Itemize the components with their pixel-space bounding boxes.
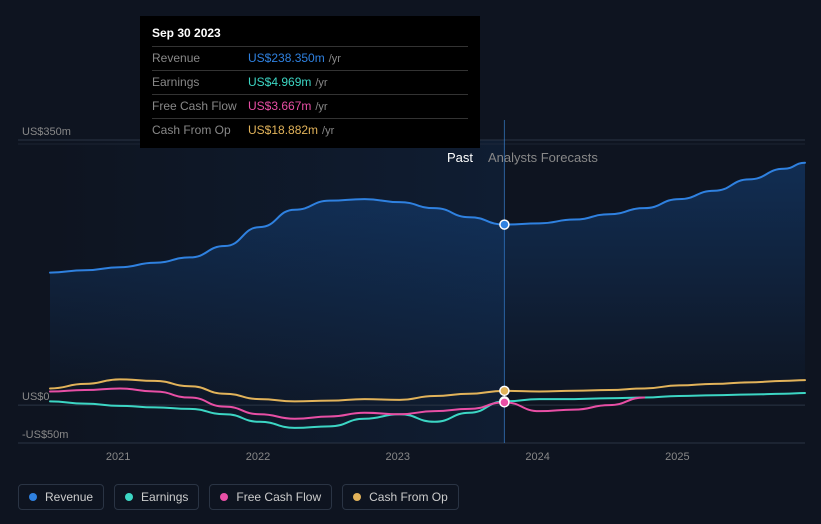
legend-item-label: Cash From Op <box>369 490 448 504</box>
x-axis-label: 2023 <box>386 451 410 463</box>
tooltip-row: RevenueUS$238.350m/yr <box>152 46 468 68</box>
tooltip-row: Free Cash FlowUS$3.667m/yr <box>152 94 468 116</box>
tooltip-row: EarningsUS$4.969m/yr <box>152 70 468 92</box>
legend-item-label: Revenue <box>45 490 93 504</box>
y-axis-label: US$350m <box>22 126 71 138</box>
tooltip-row-unit: /yr <box>329 50 341 68</box>
tooltip-row-label: Revenue <box>152 49 248 67</box>
legend-item-revenue[interactable]: Revenue <box>18 484 104 510</box>
tooltip-row-label: Earnings <box>152 73 248 91</box>
y-axis-label: US$0 <box>22 391 50 403</box>
legend-dot-icon <box>353 493 361 501</box>
past-period-label: Past <box>447 150 473 165</box>
tooltip-row-unit: /yr <box>315 74 327 92</box>
x-axis-label: 2024 <box>525 451 549 463</box>
tooltip-row-label: Cash From Op <box>152 121 248 139</box>
legend-dot-icon <box>220 493 228 501</box>
x-axis-label: 2025 <box>665 451 689 463</box>
x-axis-label: 2022 <box>246 451 270 463</box>
tooltip-row-value: US$238.350m <box>248 49 325 67</box>
tooltip-row-value: US$4.969m <box>248 73 311 91</box>
financials-chart: Past Analysts Forecasts Sep 30 2023 Reve… <box>0 0 821 524</box>
tooltip-row: Cash From OpUS$18.882m/yr <box>152 118 468 140</box>
legend-item-cfo[interactable]: Cash From Op <box>342 484 459 510</box>
tooltip-row-value: US$3.667m <box>248 97 311 115</box>
tooltip-row-value: US$18.882m <box>248 121 318 139</box>
legend-item-label: Free Cash Flow <box>236 490 321 504</box>
legend-item-earnings[interactable]: Earnings <box>114 484 199 510</box>
chart-legend: Revenue Earnings Free Cash Flow Cash From O… <box>18 484 459 510</box>
legend-item-fcf[interactable]: Free Cash Flow <box>209 484 332 510</box>
chart-tooltip: Sep 30 2023 RevenueUS$238.350m/yrEarning… <box>140 16 480 148</box>
tooltip-date: Sep 30 2023 <box>152 24 468 42</box>
legend-item-label: Earnings <box>141 490 188 504</box>
tooltip-row-label: Free Cash Flow <box>152 97 248 115</box>
forecast-period-label: Analysts Forecasts <box>488 150 598 165</box>
tooltip-row-unit: /yr <box>322 122 334 140</box>
legend-dot-icon <box>29 493 37 501</box>
y-axis-label: -US$50m <box>22 429 68 441</box>
tooltip-row-unit: /yr <box>315 98 327 116</box>
x-axis-label: 2021 <box>106 451 130 463</box>
legend-dot-icon <box>125 493 133 501</box>
